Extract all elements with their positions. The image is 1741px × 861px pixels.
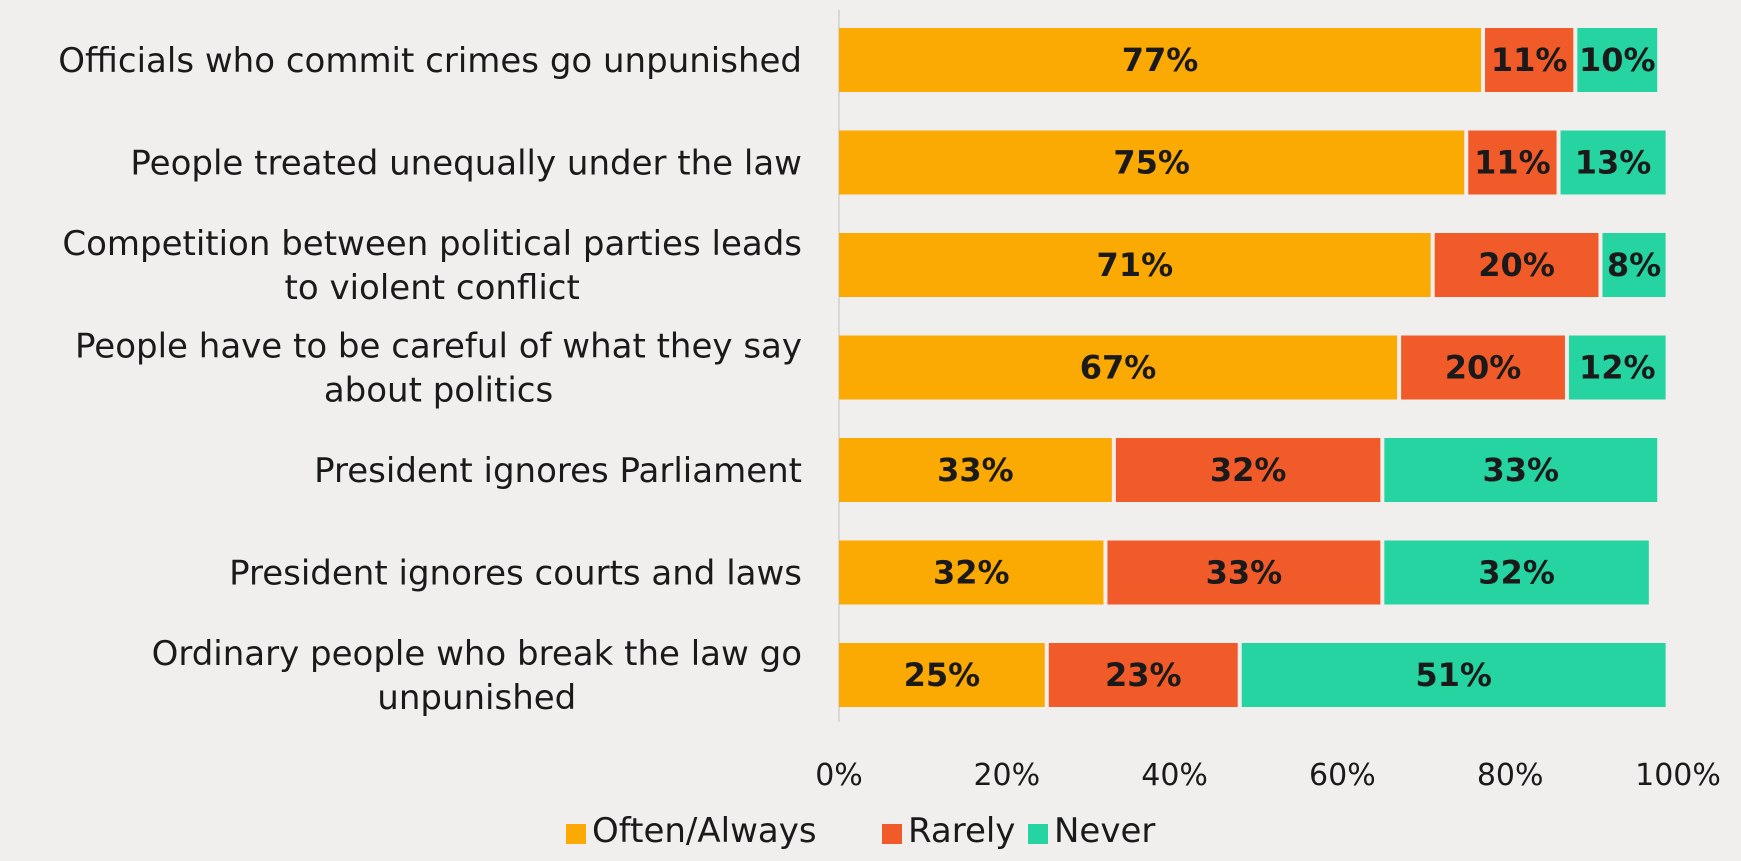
category-label: Competition between political parties le… [62,224,802,308]
legend-label: Often/Always [592,811,817,851]
data-label: 25% [904,656,981,694]
legend-swatch [1028,824,1048,844]
data-label: 77% [1122,41,1199,79]
bar-segment [839,438,1112,502]
bar-segment [1577,28,1658,92]
data-label: 11% [1474,144,1551,182]
bar-segment [1384,438,1658,502]
data-label: 23% [1105,656,1182,694]
legend-label: Rarely [908,811,1015,851]
x-tick-label: 0% [815,758,863,793]
category-label: President ignores courts and laws [229,554,802,594]
data-label: 10% [1579,41,1656,79]
data-label: 32% [1210,451,1287,489]
legend-swatch [882,824,902,844]
bar-segment [1048,643,1238,707]
bar-segment [1241,643,1666,707]
data-label: 32% [1478,554,1555,592]
bar-segment [1401,335,1565,400]
bar-segment [839,540,1104,605]
category-label: President ignores Parliament [314,451,802,491]
data-label: 33% [1206,554,1283,592]
bar-segment [1434,233,1599,297]
legend-swatch [566,824,586,844]
x-tick-label: 20% [973,758,1040,793]
data-label: 67% [1080,349,1157,387]
category-label: Officials who commit crimes go unpunishe… [58,41,802,81]
bar-segment [839,130,1465,195]
x-tick-label: 80% [1477,758,1544,793]
data-label: 75% [1113,144,1190,182]
data-label: 20% [1478,246,1555,284]
x-tick-label: 100% [1635,758,1721,793]
bar-segment [839,643,1045,707]
x-tick-label: 40% [1141,758,1208,793]
data-label: 13% [1575,144,1652,182]
legend-label: Never [1054,811,1155,851]
bar-segment [839,28,1482,92]
bar-segment [1560,130,1666,195]
bar-segment [839,335,1398,400]
data-label: 71% [1097,246,1174,284]
x-tick-label: 60% [1309,758,1376,793]
data-label: 33% [1482,451,1559,489]
data-label: 32% [933,554,1010,592]
bar-segment [1568,335,1666,400]
data-label: 8% [1607,246,1661,284]
bar-segment [1107,540,1381,605]
data-label: 33% [937,451,1014,489]
bar-segment [1485,28,1574,92]
bar-segment [1115,438,1381,502]
bar-segment [1602,233,1666,297]
category-label: People treated unequally under the law [130,144,802,184]
bar-segment [839,233,1431,297]
data-label: 11% [1491,41,1568,79]
category-label: Ordinary people who break the law go unpu… [152,634,802,718]
bar-segment [1384,540,1649,605]
data-label: 12% [1579,349,1656,387]
bar-segment [1468,130,1557,195]
data-label: 20% [1445,349,1522,387]
data-label: 51% [1415,656,1492,694]
category-label: People have to be careful of what they s… [75,327,802,411]
